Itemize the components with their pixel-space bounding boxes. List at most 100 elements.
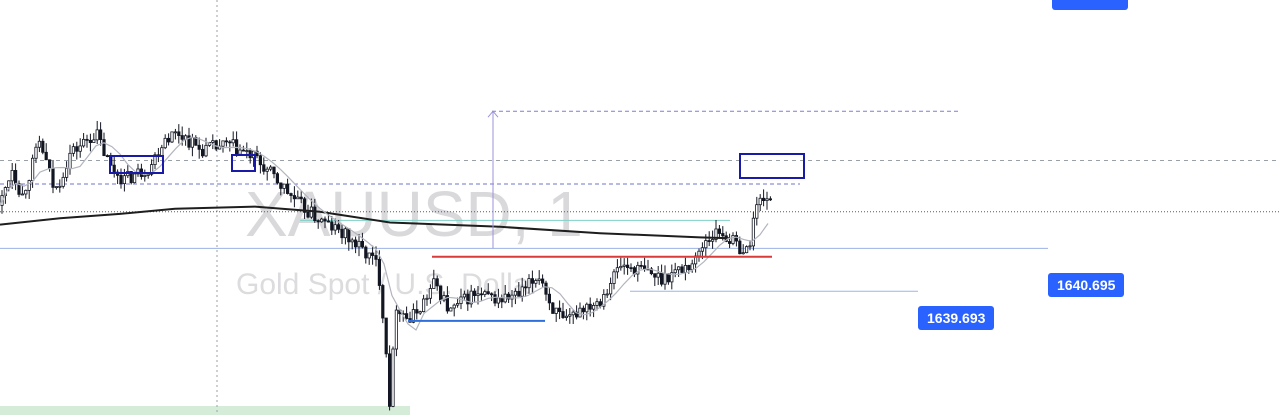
candle-body xyxy=(370,252,375,256)
candle-body xyxy=(197,144,201,150)
candle-body xyxy=(330,221,334,231)
candle-body xyxy=(690,263,694,271)
candle-body xyxy=(687,264,691,271)
candle-body xyxy=(571,311,575,316)
candle-body xyxy=(741,252,745,255)
candle-body xyxy=(432,278,436,289)
candle-body xyxy=(615,267,620,273)
candle-body xyxy=(554,307,558,314)
candle-body xyxy=(163,137,167,149)
candle-body xyxy=(455,303,460,306)
candle-body xyxy=(306,211,310,218)
candle-body xyxy=(357,240,361,248)
candle-body xyxy=(595,301,599,306)
candle-body xyxy=(496,297,501,304)
candle-body xyxy=(75,146,79,152)
candle-body xyxy=(146,173,150,176)
candle-body xyxy=(721,233,725,237)
candle-body xyxy=(255,150,259,157)
candle-body xyxy=(132,173,137,184)
candle-body xyxy=(313,206,317,222)
candle-body xyxy=(489,293,494,296)
candle-body xyxy=(347,228,351,243)
candle-body xyxy=(245,150,249,152)
candle-body xyxy=(353,239,358,248)
candle-body xyxy=(377,258,382,286)
lower-price-label[interactable]: 1639.693 xyxy=(918,306,995,330)
candle-body xyxy=(99,129,103,140)
candle-body xyxy=(268,166,273,170)
candle-body xyxy=(187,135,191,148)
candle-body xyxy=(479,293,484,296)
candle-body xyxy=(656,272,660,278)
candle-body xyxy=(524,286,528,289)
candle-body xyxy=(65,168,69,178)
candle-body xyxy=(228,141,232,144)
candle-body xyxy=(619,265,623,269)
candle-body xyxy=(340,228,344,239)
candle-body xyxy=(41,140,45,153)
top-price-label[interactable] xyxy=(1052,0,1128,10)
candle-body xyxy=(13,170,18,185)
candle-body xyxy=(279,182,283,189)
candle-body xyxy=(27,180,31,191)
candle-body xyxy=(299,196,303,200)
candle-body xyxy=(466,293,470,305)
candle-body xyxy=(541,278,545,284)
candle-body xyxy=(391,348,395,407)
candle-body xyxy=(768,198,773,201)
candle-body xyxy=(435,278,439,287)
candle-body xyxy=(476,293,480,296)
candle-body xyxy=(445,295,450,312)
candle-body xyxy=(119,174,123,185)
candle-body xyxy=(367,252,371,259)
candle-body xyxy=(129,171,133,184)
candle-body xyxy=(622,264,626,267)
candle-body xyxy=(544,282,548,295)
candle-body xyxy=(649,268,654,275)
candle-body xyxy=(112,164,116,173)
candle-body xyxy=(506,293,511,300)
candle-body xyxy=(85,138,89,141)
candle-body xyxy=(660,272,664,285)
candle-body xyxy=(200,148,205,157)
candle-body xyxy=(180,135,184,140)
watermark-description: Gold Spot / U.S. Dollar xyxy=(236,268,539,301)
candle-body xyxy=(758,197,762,206)
candle-body xyxy=(677,266,681,271)
candle-body xyxy=(238,149,242,155)
candle-body xyxy=(143,174,147,177)
candle-body xyxy=(302,198,307,213)
candle-body xyxy=(680,266,684,273)
candle-body xyxy=(578,307,582,318)
candle-body xyxy=(387,353,392,407)
current-price-label[interactable]: 1640.695 xyxy=(1048,273,1125,297)
candle-body xyxy=(160,147,164,157)
candle-body xyxy=(44,151,48,161)
candle-body xyxy=(588,303,592,310)
candle-body xyxy=(105,155,109,158)
candle-body xyxy=(326,220,331,223)
candle-body xyxy=(639,264,643,267)
candle-body xyxy=(738,240,742,255)
candle-body xyxy=(204,144,208,157)
candle-body xyxy=(58,185,62,188)
candle-body xyxy=(149,164,154,175)
horizontal-levels xyxy=(0,110,1280,292)
watermark-symbol: XAUUSD, 1 xyxy=(245,178,583,250)
candle-body xyxy=(493,294,497,304)
volume-area-highlight xyxy=(0,406,410,415)
candle-body xyxy=(374,255,378,260)
zone-box-3 xyxy=(739,153,805,179)
candle-body xyxy=(609,283,613,295)
candle-body xyxy=(510,294,514,300)
candle-body xyxy=(547,293,552,304)
candle-body xyxy=(551,302,555,314)
candle-body xyxy=(520,286,524,297)
candle-body xyxy=(360,240,365,248)
candle-body xyxy=(336,224,341,230)
candle-body xyxy=(449,307,453,312)
candle-body xyxy=(537,278,541,281)
